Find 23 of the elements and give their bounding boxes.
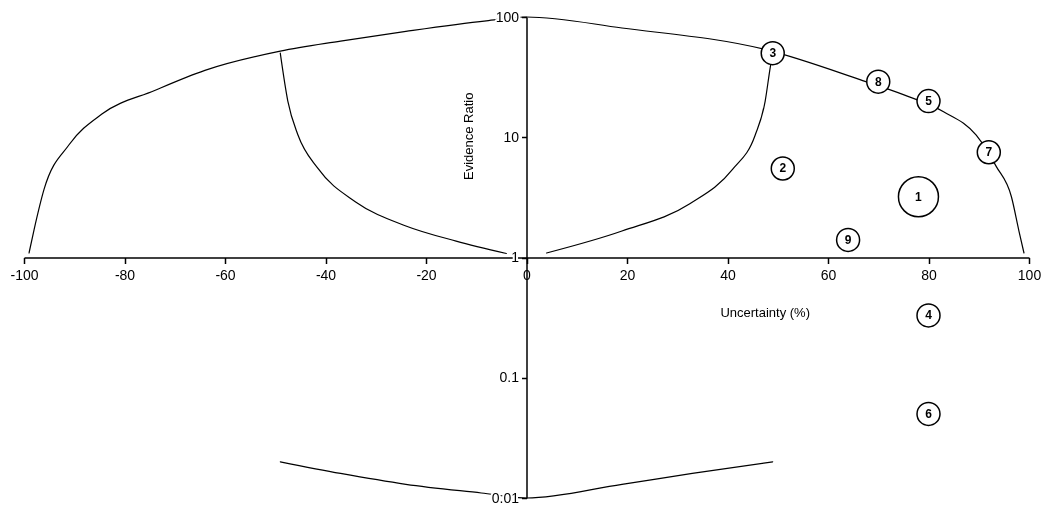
y-tick-label: 0.1 [499,369,520,386]
x-tick-label: 100 [1017,267,1042,283]
annotation: 2 [779,161,787,176]
annotation: 1 [915,189,923,204]
annotation: 5 [925,94,933,109]
annotation: 8 [874,74,882,89]
x-tick-label: -40 [315,267,337,283]
x-tick-label: 60 [820,267,837,283]
x-axis-title: Uncertainty (%) [720,305,810,320]
annotation: 6 [925,406,933,421]
annotation: 7 [985,145,993,160]
x-tick-label: 20 [619,267,636,283]
x-tick-label: 80 [921,267,937,283]
annotation: 4 [925,308,933,323]
x-tick-label: -100 [10,267,39,283]
annotation: 9 [844,232,852,247]
x-tick-label: -20 [416,267,437,283]
x-tick-label: 40 [720,267,736,283]
y-axis-title: Evidence Ratio [461,92,476,181]
annotation: 3 [769,46,777,61]
x-tick-label: -60 [215,267,236,283]
x-tick-label: -80 [114,267,136,283]
y-tick-label: 10 [503,128,520,145]
